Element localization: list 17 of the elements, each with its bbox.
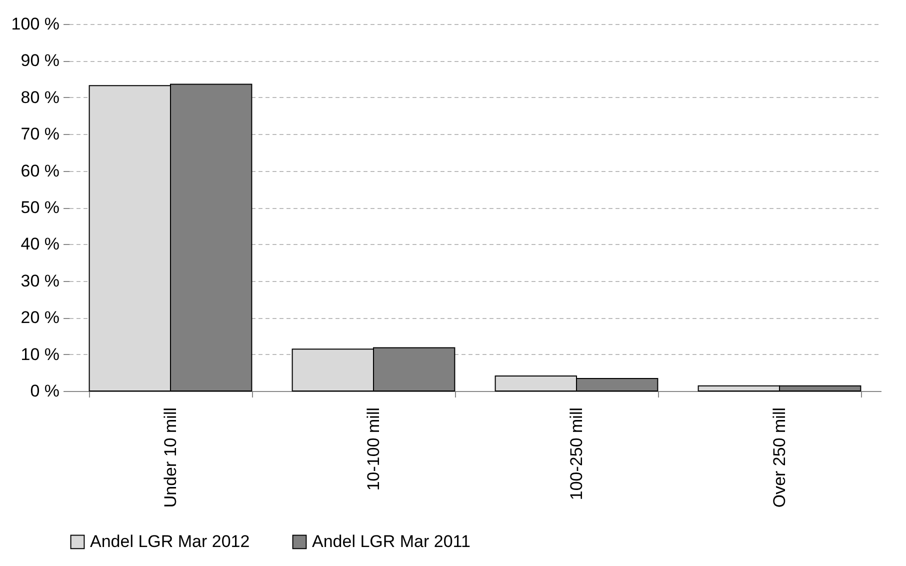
x-tick-label: 100-250 mill	[567, 408, 586, 500]
x-tick-label: Under 10 mill	[161, 408, 180, 508]
y-tick-label: 10 %	[20, 344, 60, 364]
legend-label: Andel LGR Mar 2011	[312, 532, 470, 551]
y-tick-label: 30 %	[20, 271, 60, 290]
y-tick-label: 80 %	[20, 88, 60, 107]
x-tick-label: Over 250 mill	[770, 408, 789, 508]
y-tick-label: 40 %	[20, 234, 60, 254]
y-tick-label: 50 %	[20, 198, 60, 217]
y-tick-label: 60 %	[20, 161, 60, 180]
legend-label: Andel LGR Mar 2012	[90, 532, 250, 551]
y-tick-label: 70 %	[20, 124, 60, 144]
y-tick-label: 0 %	[30, 382, 60, 400]
y-tick-label: 100 %	[11, 14, 60, 34]
y-tick-label: 90 %	[20, 51, 60, 70]
x-tick-label: 10-100 mill	[364, 408, 383, 491]
y-tick-label: 20 %	[20, 308, 60, 328]
